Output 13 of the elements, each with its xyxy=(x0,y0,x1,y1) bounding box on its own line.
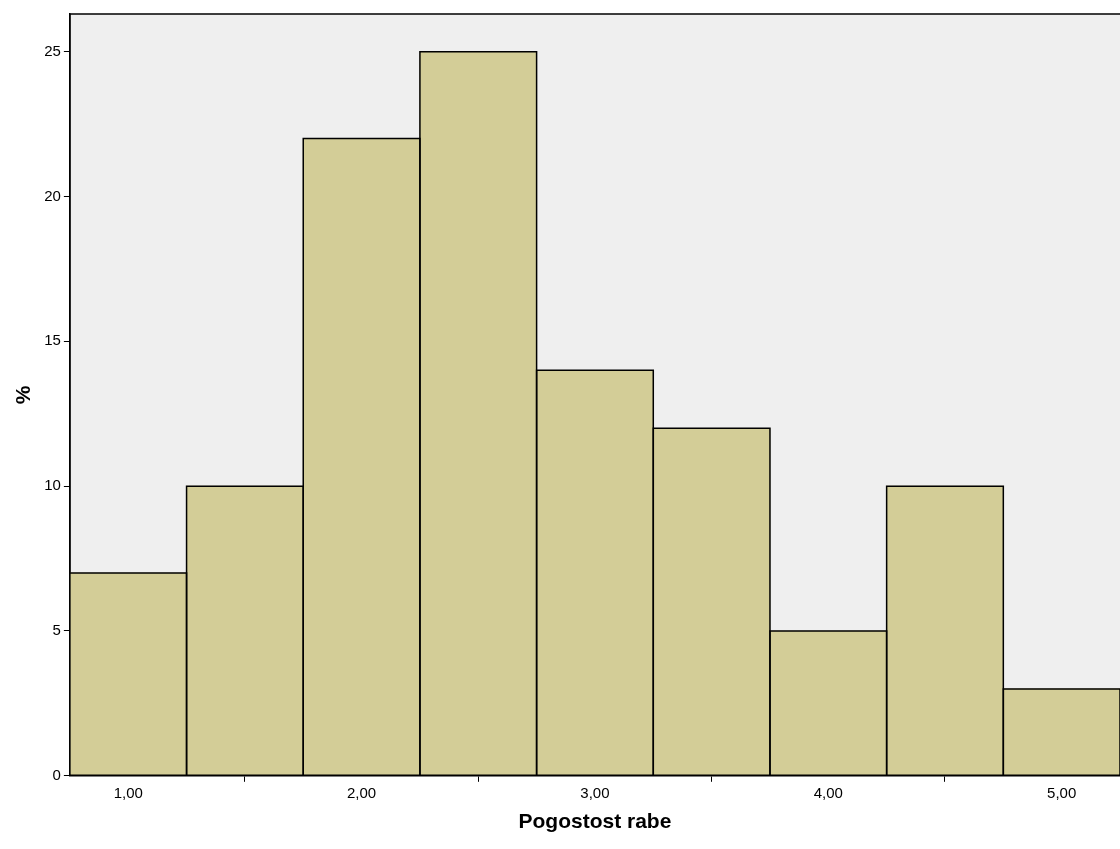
x-tick-label: 4,00 xyxy=(813,783,843,801)
x-axis-title: Pogostost rabe xyxy=(518,809,672,833)
y-tick-label: 0 xyxy=(52,765,61,783)
x-tick-label: 3,00 xyxy=(580,783,610,801)
y-axis-title: % xyxy=(11,385,35,405)
y-tick-label: 20 xyxy=(44,186,61,204)
y-tick-label: 5 xyxy=(52,621,61,639)
x-tick-label: 1,00 xyxy=(113,783,143,801)
x-tick-label: 5,00 xyxy=(1047,783,1077,801)
y-tick-label: 10 xyxy=(44,476,61,494)
y-tick-label: 15 xyxy=(44,331,61,349)
x-tick-label: 2,00 xyxy=(346,783,377,801)
y-tick-label: 25 xyxy=(44,41,61,59)
